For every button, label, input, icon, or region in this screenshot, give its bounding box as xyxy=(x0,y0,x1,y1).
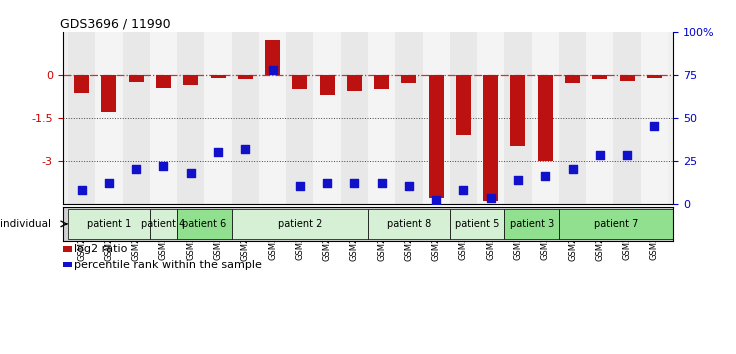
Bar xyxy=(511,75,526,146)
Bar xyxy=(205,32,232,204)
Bar xyxy=(504,209,559,239)
Point xyxy=(567,166,578,172)
Text: patient 7: patient 7 xyxy=(594,219,638,229)
Bar xyxy=(177,209,232,239)
Point xyxy=(376,180,388,186)
Bar xyxy=(374,75,389,89)
Bar xyxy=(504,32,531,204)
Point xyxy=(185,170,197,176)
Bar xyxy=(484,75,498,201)
Bar xyxy=(586,32,613,204)
Text: patient 2: patient 2 xyxy=(277,219,322,229)
Point xyxy=(130,166,142,172)
Bar xyxy=(395,32,422,204)
Bar xyxy=(123,32,150,204)
Bar xyxy=(641,32,668,204)
Bar xyxy=(314,32,341,204)
Bar xyxy=(177,32,205,204)
Point xyxy=(594,153,606,158)
Bar xyxy=(232,209,368,239)
Point xyxy=(321,180,333,186)
Point xyxy=(212,149,224,155)
Bar xyxy=(620,75,634,80)
Bar xyxy=(232,32,259,204)
Bar xyxy=(450,209,504,239)
Point xyxy=(266,67,278,73)
Point xyxy=(485,195,497,201)
Bar xyxy=(613,32,641,204)
Bar xyxy=(68,32,95,204)
Bar xyxy=(319,75,335,95)
Bar xyxy=(68,209,150,239)
Text: individual: individual xyxy=(0,219,51,229)
Bar xyxy=(102,75,116,112)
Bar xyxy=(368,209,450,239)
Bar xyxy=(210,75,225,78)
Point xyxy=(239,146,251,152)
Text: patient 5: patient 5 xyxy=(455,219,499,229)
Bar xyxy=(150,209,177,239)
Bar xyxy=(368,32,395,204)
Point xyxy=(458,187,470,193)
Text: percentile rank within the sample: percentile rank within the sample xyxy=(74,259,262,270)
Bar xyxy=(156,75,171,88)
Bar xyxy=(559,209,673,239)
Text: GDS3696 / 11990: GDS3696 / 11990 xyxy=(60,18,170,31)
Bar xyxy=(450,32,477,204)
Bar xyxy=(565,75,580,83)
Bar xyxy=(259,32,286,204)
Bar xyxy=(129,75,144,82)
Text: patient 8: patient 8 xyxy=(387,219,431,229)
Text: patient 3: patient 3 xyxy=(509,219,553,229)
Bar xyxy=(538,75,553,161)
Bar xyxy=(150,32,177,204)
Bar xyxy=(477,32,504,204)
Bar xyxy=(401,75,417,83)
Bar xyxy=(347,75,362,91)
Bar xyxy=(531,32,559,204)
Point xyxy=(348,180,360,186)
Point xyxy=(621,153,633,158)
Bar xyxy=(238,75,252,79)
Point xyxy=(294,183,305,189)
Bar xyxy=(183,75,198,85)
Text: patient 1: patient 1 xyxy=(87,219,131,229)
Bar xyxy=(74,75,89,93)
Bar xyxy=(559,32,586,204)
Text: patient 4: patient 4 xyxy=(141,219,185,229)
Point xyxy=(539,173,551,179)
Point xyxy=(431,197,442,203)
Bar xyxy=(592,75,607,79)
Bar xyxy=(456,75,471,135)
Bar xyxy=(647,75,662,78)
Point xyxy=(103,180,115,186)
Point xyxy=(512,177,524,182)
Point xyxy=(648,124,660,129)
Bar xyxy=(95,32,123,204)
Bar xyxy=(292,75,308,89)
Point xyxy=(403,183,415,189)
Bar xyxy=(428,75,444,198)
Text: patient 6: patient 6 xyxy=(183,219,227,229)
Text: log2 ratio: log2 ratio xyxy=(74,244,128,254)
Bar xyxy=(422,32,450,204)
Bar xyxy=(286,32,314,204)
Point xyxy=(158,163,169,169)
Bar xyxy=(265,40,280,75)
Point xyxy=(76,187,88,193)
Bar xyxy=(341,32,368,204)
